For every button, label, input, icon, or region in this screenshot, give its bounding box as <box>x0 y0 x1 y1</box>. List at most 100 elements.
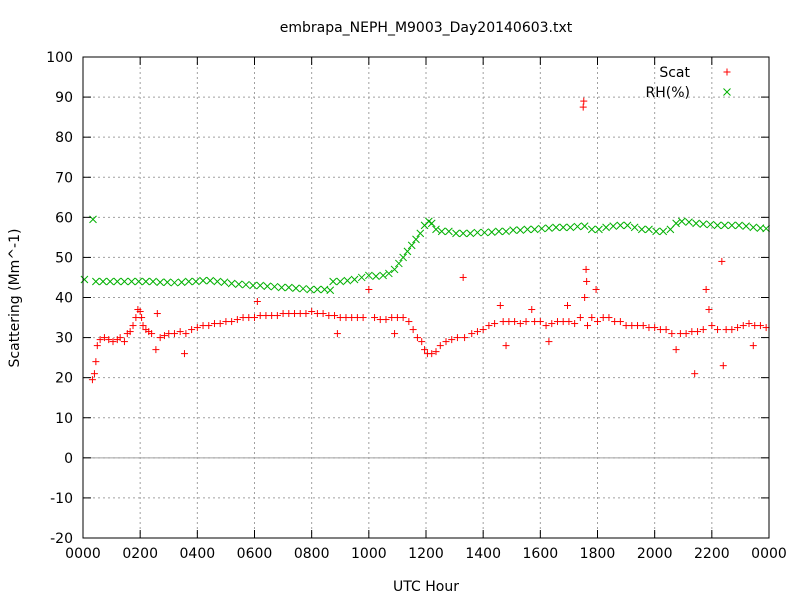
data-point <box>242 280 250 289</box>
data-point <box>96 336 104 344</box>
data-point <box>134 277 143 286</box>
data-point <box>428 350 436 358</box>
data-point <box>80 275 89 284</box>
data-point <box>459 273 467 281</box>
data-point <box>509 226 518 235</box>
data-point <box>666 225 675 234</box>
data-point <box>331 312 339 320</box>
data-point <box>163 278 172 287</box>
legend-swatch <box>723 88 731 96</box>
data-point <box>652 227 660 236</box>
data-point <box>672 346 680 354</box>
data-point <box>407 241 416 250</box>
data-point <box>594 318 601 326</box>
data-point <box>405 318 413 326</box>
data-point <box>177 278 186 287</box>
data-point <box>588 314 596 322</box>
data-point <box>528 306 536 314</box>
data-point <box>749 342 757 350</box>
data-point <box>109 338 117 346</box>
data-point <box>394 259 403 268</box>
data-point <box>718 257 726 265</box>
y-tick-label: -20 <box>50 531 73 547</box>
data-point <box>502 227 510 236</box>
data-point <box>739 322 747 330</box>
x-tick-label: 0000 <box>65 546 101 562</box>
data-point <box>480 228 489 237</box>
x-tick-label: 1400 <box>465 546 501 562</box>
data-point <box>516 320 524 328</box>
data-point <box>436 342 444 350</box>
x-tick-label: 1000 <box>351 546 387 562</box>
data-point <box>403 247 412 256</box>
data-point <box>313 285 322 294</box>
legend-marker-rh <box>723 88 731 96</box>
legend: Scat RH(%) <box>646 65 731 101</box>
data-point <box>142 277 150 286</box>
data-point <box>256 281 265 290</box>
data-point <box>692 219 700 228</box>
data-point <box>184 277 193 286</box>
data-point <box>308 308 316 316</box>
data-point <box>749 223 758 232</box>
data-point <box>93 342 101 350</box>
data-point <box>563 302 571 310</box>
data-point <box>487 228 496 237</box>
series-scat <box>88 97 770 384</box>
data-point <box>559 223 568 232</box>
plot-points <box>80 97 770 384</box>
data-point <box>485 322 493 330</box>
data-point <box>180 350 188 358</box>
data-point <box>416 229 425 238</box>
data-point <box>672 219 680 228</box>
data-point <box>702 285 710 293</box>
data-point <box>637 225 646 234</box>
data-point <box>445 227 453 236</box>
data-point <box>277 283 286 292</box>
data-point <box>523 225 532 234</box>
data-point <box>713 221 722 230</box>
data-point <box>139 322 147 330</box>
data-point <box>92 277 100 286</box>
data-point <box>699 220 708 229</box>
data-point <box>530 225 539 234</box>
y-tick-label: 20 <box>55 371 73 387</box>
data-point <box>365 285 373 293</box>
data-point <box>496 302 504 310</box>
y-tick-label: 90 <box>55 90 73 106</box>
data-point <box>677 217 686 226</box>
data-point <box>459 229 468 238</box>
data-point <box>552 223 560 232</box>
data-point <box>542 322 550 330</box>
data-point <box>452 229 460 238</box>
x-tick-label: 1200 <box>408 546 444 562</box>
data-point <box>756 322 764 330</box>
data-point <box>461 334 469 342</box>
data-point <box>329 277 337 286</box>
data-point <box>609 222 618 231</box>
data-point <box>205 322 213 330</box>
data-point <box>100 334 108 342</box>
data-point <box>399 314 407 322</box>
data-point <box>720 221 729 230</box>
data-point <box>592 285 600 293</box>
legend-label-rh: RH(%) <box>646 85 690 101</box>
data-point <box>126 328 134 336</box>
data-point <box>639 322 647 330</box>
data-point <box>216 320 224 328</box>
data-point <box>583 277 591 285</box>
data-point <box>491 320 499 328</box>
data-point <box>728 326 736 334</box>
data-point <box>762 324 770 332</box>
data-point <box>359 314 367 322</box>
data-point <box>691 370 699 378</box>
data-point <box>466 229 475 238</box>
data-point <box>182 330 190 338</box>
data-point <box>116 334 124 342</box>
data-point <box>343 276 352 285</box>
data-point <box>442 338 450 346</box>
data-point <box>409 326 417 334</box>
data-point <box>228 318 236 326</box>
y-tick-label: 40 <box>55 291 73 307</box>
data-point <box>371 314 379 322</box>
